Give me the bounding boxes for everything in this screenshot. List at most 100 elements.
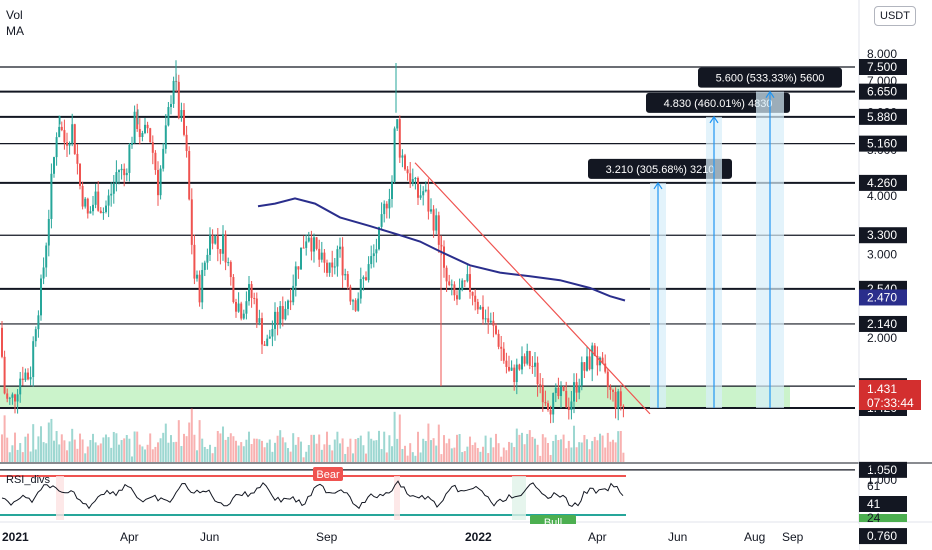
- volume-bar: [404, 445, 406, 462]
- candle-body: [162, 148, 165, 169]
- volume-bar: [141, 446, 144, 462]
- candle-body: [253, 297, 256, 299]
- volume-bar: [565, 448, 568, 462]
- time-tick: Apr: [588, 530, 607, 544]
- candle-body: [578, 385, 581, 393]
- level-tag-text: 5.880: [867, 110, 897, 124]
- candle-body: [508, 366, 510, 371]
- candle-body: [383, 203, 386, 215]
- volume-bar: [240, 442, 243, 462]
- level-tag-bg: [859, 59, 907, 75]
- volume-bar: [391, 446, 393, 462]
- candle-body: [560, 386, 562, 397]
- level-tag-bg: [859, 174, 907, 191]
- volume-bar: [167, 442, 170, 462]
- indicator-vol[interactable]: Vol: [6, 8, 23, 22]
- candle-body: [393, 128, 396, 182]
- candle-body: [484, 318, 487, 320]
- candle-body: [380, 214, 383, 227]
- candle-body: [136, 111, 139, 130]
- volume-bar: [570, 447, 573, 462]
- time-axis: 2021 Apr Jun Sep 2022 Apr Jun Aug Sep: [0, 524, 859, 550]
- volume-bar: [365, 453, 367, 462]
- price-tick: 4.000: [867, 189, 897, 203]
- volume-bar: [105, 434, 107, 462]
- target-label: 5.600 (533.33%) 5600: [698, 67, 842, 88]
- candle-body: [565, 390, 568, 407]
- volume-bar: [255, 438, 258, 462]
- candle-body: [541, 384, 544, 403]
- volume-bar: [323, 444, 326, 462]
- candle-body: [427, 189, 430, 212]
- volume-bar: [344, 453, 347, 462]
- candle-body: [463, 280, 466, 282]
- candle-body: [198, 274, 201, 303]
- level-tag-bg: [859, 528, 907, 545]
- volume-bar: [24, 436, 27, 462]
- volume-bar: [378, 430, 380, 462]
- volume-bar: [562, 434, 565, 462]
- volume-bar: [497, 443, 500, 462]
- candle-body: [476, 301, 479, 310]
- candle-body: [294, 266, 297, 286]
- candle-body: [453, 284, 456, 296]
- candle-body: [45, 245, 48, 268]
- volume-bar: [411, 452, 414, 462]
- moving-average: [257, 197, 626, 302]
- indicator-ma[interactable]: MA: [6, 24, 24, 38]
- volume-bar: [29, 451, 32, 462]
- candle-body: [458, 289, 461, 300]
- volume-bar: [302, 457, 305, 462]
- rsi-indicator-name[interactable]: RSI_divs: [6, 474, 51, 486]
- volume-bar: [437, 424, 440, 462]
- candle-body: [513, 367, 516, 383]
- volume-bar: [81, 439, 84, 462]
- candle-body: [133, 111, 136, 144]
- candle-body: [570, 401, 573, 411]
- candle-body: [115, 172, 118, 184]
- volume-bar: [237, 445, 240, 462]
- level-tag-bg: [859, 461, 907, 478]
- candle-body: [575, 382, 578, 393]
- volume-bar: [588, 449, 591, 462]
- volume-bar: [476, 448, 479, 462]
- volume-bar: [354, 439, 357, 462]
- volume-bar: [297, 437, 300, 462]
- volume-bar: [177, 420, 180, 462]
- candle-body: [79, 163, 81, 186]
- volume-bar: [224, 439, 227, 462]
- volume-bar: [339, 443, 341, 462]
- volume-bar: [591, 441, 594, 462]
- volume-bar: [604, 447, 607, 462]
- volume-bar: [245, 439, 248, 462]
- candle-body: [362, 277, 365, 280]
- volume-bar: [110, 447, 113, 462]
- candle-body: [287, 300, 289, 309]
- candle-body: [482, 306, 484, 320]
- volume-bar: [159, 438, 162, 462]
- candle-body: [591, 345, 594, 370]
- volume-bar: [479, 451, 482, 462]
- volume-bar: [463, 451, 466, 462]
- time-tick: 2022: [465, 530, 492, 544]
- volume-bar: [6, 437, 9, 462]
- candle-body: [21, 378, 24, 380]
- volume-bar: [71, 428, 74, 462]
- candle-body: [172, 80, 175, 104]
- volume-bar: [42, 442, 45, 462]
- currency-button[interactable]: USDT: [874, 6, 916, 26]
- volume-bar: [375, 440, 378, 462]
- candle-body: [487, 318, 490, 323]
- volume-bar: [367, 431, 370, 462]
- candle-body: [411, 179, 414, 184]
- candle-body: [271, 328, 274, 337]
- candle-body: [606, 371, 609, 388]
- candle-body: [209, 235, 211, 255]
- volume-bar: [549, 454, 552, 462]
- candle-body: [495, 325, 497, 334]
- level-tag: 1.050: [859, 461, 907, 478]
- candle-body: [144, 124, 146, 134]
- volume-bar: [248, 431, 250, 462]
- candle-body: [617, 391, 620, 409]
